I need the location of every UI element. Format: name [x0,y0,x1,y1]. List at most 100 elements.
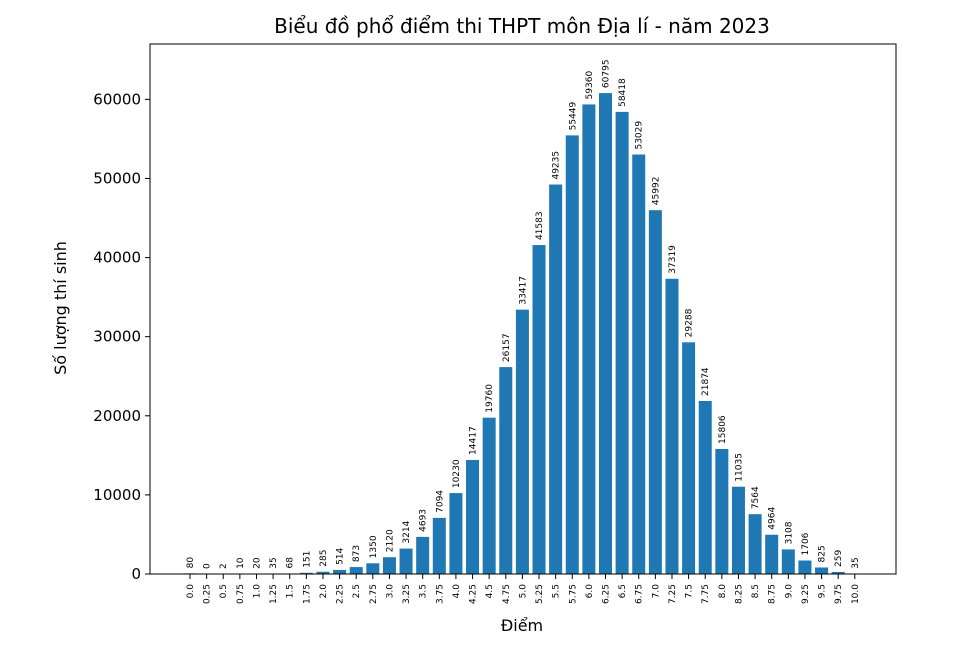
bar-3.0 [382,557,396,574]
x-tick-label-3.25: 3.25 [402,584,412,604]
bar-9.25 [798,560,812,574]
bar-4.25 [466,459,480,574]
data-label-3.5: 4693 [419,509,429,532]
x-tick-label-0.25: 0.25 [203,584,213,604]
data-label-1.0: 20 [252,557,262,569]
bars-group [183,93,862,574]
y-tick-label-40000: 40000 [93,249,141,267]
x-tick-label-1.75: 1.75 [302,584,312,604]
data-label-8.0: 15806 [718,415,728,444]
x-tick-label-2.0: 2.0 [319,584,329,599]
bar-7.75 [698,400,712,574]
data-label-2.75: 1350 [369,535,379,558]
bar-5.75 [565,135,579,574]
x-tick-label-3.0: 3.0 [385,584,395,599]
x-tick-label-4.5: 4.5 [485,584,495,598]
data-label-9.0: 3108 [784,521,794,544]
bar-4.75 [499,367,513,574]
x-tick-label-4.75: 4.75 [502,584,512,604]
data-label-5.75: 55449 [568,101,578,130]
x-tick-label-10.0: 10.0 [851,584,861,604]
x-tick-label-9.25: 9.25 [801,584,811,604]
bar-7.5 [682,342,696,574]
x-tick-label-7.75: 7.75 [701,584,711,604]
x-tick-label-8.25: 8.25 [734,584,744,604]
data-label-8.25: 11035 [734,453,744,482]
x-tick-label-1.5: 1.5 [286,584,296,598]
data-label-5.0: 33417 [518,276,528,305]
x-tick-label-5.5: 5.5 [552,584,562,598]
bar-2.0 [316,571,330,574]
bar-8.5 [748,514,762,574]
y-tick-label-0: 0 [131,565,141,583]
x-tick-label-5.25: 5.25 [535,584,545,604]
bar-6.5 [615,111,629,574]
data-label-0.75: 10 [236,557,246,569]
bar-7.25 [665,278,679,574]
bar-5.0 [515,309,529,574]
bar-1.75 [299,572,313,574]
data-label-2.25: 514 [336,547,346,564]
bar-6.0 [582,104,596,574]
bar-8.75 [765,534,779,574]
bar-6.25 [599,93,612,574]
x-tick-label-2.5: 2.5 [352,584,362,598]
y-axis: 0 10000 20000 30000 40000 50000 60000 [93,90,150,583]
bar-8.0 [715,448,729,574]
data-label-4.0: 10230 [452,459,462,488]
x-tick-label-1.25: 1.25 [269,584,279,604]
bar-9.5 [815,567,829,574]
x-tick-label-0.0: 0.0 [186,584,196,599]
data-label-7.0: 45992 [651,177,661,206]
y-tick-label-20000: 20000 [93,407,141,425]
data-label-9.75: 259 [834,549,844,566]
x-tick-label-7.25: 7.25 [668,584,678,604]
bar-4.0 [449,493,463,574]
bar-8.25 [731,486,745,574]
bar-5.25 [532,245,546,574]
y-axis-label: Số lượng thí sinh [51,241,70,375]
x-tick-label-6.75: 6.75 [635,584,645,604]
x-tick-label-9.75: 9.75 [834,584,844,604]
bar-7.0 [648,210,662,574]
chart-title: Biểu đồ phổ điểm thi THPT môn Địa lí - n… [274,14,770,38]
data-label-7.75: 21874 [701,367,711,396]
bar-3.25 [399,548,413,574]
y-tick-label-10000: 10000 [93,486,141,504]
x-tick-label-3.5: 3.5 [419,584,429,598]
data-label-3.75: 7094 [435,490,445,513]
bar-6.75 [632,154,646,574]
data-label-4.5: 19760 [485,384,495,413]
data-label-6.75: 53029 [635,121,645,150]
bar-4.5 [482,417,496,574]
x-axis-label: Điểm [501,616,543,635]
x-axis: 0.0 0.25 0.5 0.75 1.0 1.25 1.5 1.75 2.0 2.25 2.5 2.… [186,574,861,604]
bar-9.75 [831,571,845,574]
x-tick-label-5.75: 5.75 [568,584,578,604]
data-label-7.5: 29288 [685,308,695,337]
plot-frame [149,43,897,575]
x-tick-label-5.0: 5.0 [518,584,528,599]
x-tick-label-4.25: 4.25 [469,584,479,604]
data-label-5.25: 41583 [535,211,545,240]
bar-9.0 [781,549,795,574]
bar-5.5 [549,184,563,574]
x-tick-label-7.5: 7.5 [685,584,695,598]
data-label-6.5: 58418 [618,78,628,107]
bar-3.5 [416,536,430,574]
data-label-3.0: 2120 [385,529,395,552]
data-label-0.0: 80 [186,557,196,569]
data-label-4.75: 26157 [502,333,512,362]
data-label-3.25: 3214 [402,520,412,543]
bar-2.25 [333,569,347,574]
x-tick-label-8.0: 8.0 [718,584,728,599]
data-label-4.25: 14417 [469,426,479,455]
data-label-1.75: 151 [302,551,312,568]
x-tick-label-6.25: 6.25 [602,584,612,604]
x-tick-label-6.0: 6.0 [585,584,595,599]
bar-3.75 [432,517,446,574]
bar-2.75 [366,563,380,574]
data-label-0.5: 2 [219,563,229,569]
data-label-2.5: 873 [352,545,362,562]
